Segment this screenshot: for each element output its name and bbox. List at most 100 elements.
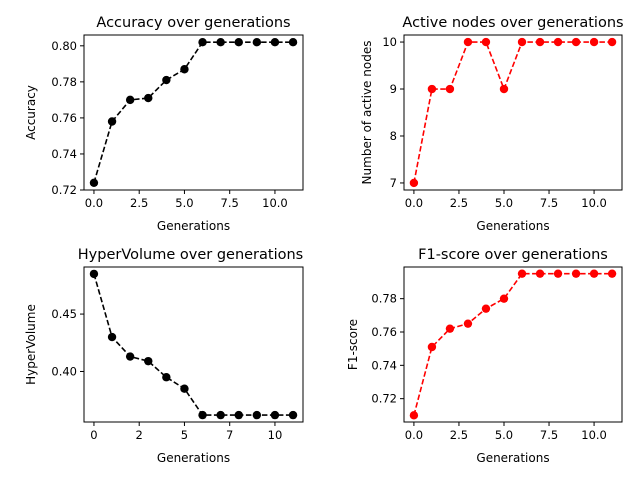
chart-title: Active nodes over generations (402, 15, 623, 31)
chart-panel-f1-score: F1-score over generations Generations F1… (346, 247, 623, 465)
data-point (252, 410, 262, 420)
data-series (89, 269, 298, 420)
x-tick-label: 5.0 (495, 428, 513, 442)
x-axis-ticks: 0.0 2.5 5.0 7.5 10.0 (405, 190, 607, 210)
x-tick-label: 10.0 (262, 196, 288, 210)
x-tick-label: 5.0 (175, 196, 193, 210)
y-tick-label: 0.45 (51, 307, 77, 321)
data-point (553, 269, 563, 278)
x-tick-label: 0.0 (85, 196, 103, 210)
data-point (252, 38, 262, 47)
data-point (409, 178, 419, 188)
data-point (445, 324, 455, 333)
plot-frame (403, 34, 623, 191)
data-point (180, 384, 189, 393)
x-axis-ticks: 0.0 2.5 5.0 7.5 10.0 (85, 190, 288, 210)
data-point (553, 37, 563, 47)
data-point (607, 269, 617, 278)
data-point (535, 37, 545, 47)
data-point (288, 38, 298, 47)
data-point (499, 84, 509, 94)
y-axis-ticks: 7 8 9 10 (382, 35, 404, 190)
data-point (162, 75, 171, 85)
y-axis-label: Accuracy (24, 85, 38, 140)
x-tick-label: 0.0 (405, 428, 423, 442)
data-point (499, 294, 509, 303)
y-tick-label: 0.76 (371, 325, 397, 339)
data-point (535, 269, 545, 278)
data-point (144, 356, 153, 366)
series-line (93, 41, 294, 184)
y-axis-label: HyperVolume (24, 304, 38, 385)
y-tick-label: 0.78 (51, 75, 77, 89)
y-tick-label: 0.74 (371, 358, 397, 372)
data-series (409, 37, 617, 188)
data-point (234, 410, 243, 420)
y-tick-label: 0.72 (51, 183, 77, 197)
y-tick-label: 8 (390, 129, 397, 143)
y-tick-label: 10 (382, 35, 397, 49)
chart-panel-active-nodes: Active nodes over generations Generation… (360, 15, 624, 233)
data-point (409, 411, 419, 420)
x-tick-label: 10 (268, 428, 283, 442)
chart-panel-accuracy: Accuracy over generations Generations Ac… (24, 15, 304, 233)
data-point (125, 352, 135, 361)
plot-frame (83, 266, 304, 423)
y-axis-ticks: 0.72 0.74 0.76 0.78 0.80 (51, 39, 84, 197)
data-point (571, 269, 581, 278)
y-axis-ticks: 0.72 0.74 0.76 0.78 (371, 292, 404, 406)
y-axis-label: Number of active nodes (360, 41, 374, 185)
data-point (607, 37, 617, 47)
data-point (463, 37, 473, 47)
data-point (481, 304, 491, 313)
chart-title: Accuracy over generations (96, 15, 290, 31)
plot-frame (83, 34, 304, 191)
data-series (409, 269, 617, 420)
chart-panel-hypervolume: HyperVolume over generations Generations… (24, 247, 304, 465)
data-point (107, 117, 117, 126)
y-axis-ticks: 0.40 0.45 (51, 307, 84, 378)
x-axis-label: Generations (476, 219, 549, 233)
data-point (89, 178, 99, 187)
data-point (180, 65, 189, 74)
y-tick-label: 0.72 (371, 392, 397, 406)
x-tick-label: 5.0 (495, 196, 513, 210)
y-axis-label: F1-score (346, 319, 360, 370)
plot-frame (403, 266, 623, 423)
data-point (571, 37, 581, 47)
x-tick-label: 0.0 (405, 196, 423, 210)
data-point (234, 38, 243, 47)
data-point (107, 332, 117, 342)
chart-title: F1-score over generations (418, 247, 608, 263)
y-tick-label: 0.78 (371, 292, 397, 306)
data-point (445, 84, 455, 94)
chart-title: HyperVolume over generations (78, 247, 303, 263)
data-point (427, 84, 437, 94)
x-tick-label: 7 (226, 428, 233, 442)
x-axis-ticks: 0.0 2.5 5.0 7.5 10.0 (405, 422, 607, 442)
x-tick-label: 10.0 (581, 196, 607, 210)
data-point (198, 38, 207, 47)
x-tick-label: 7.5 (221, 196, 239, 210)
data-point (589, 269, 599, 278)
data-point (481, 37, 491, 47)
data-point (427, 342, 437, 352)
series-line (93, 273, 294, 416)
series-line (413, 272, 613, 416)
data-point (270, 38, 280, 47)
x-tick-label: 2.5 (450, 196, 468, 210)
data-point (517, 37, 527, 47)
data-point (463, 319, 473, 328)
x-tick-label: 5 (181, 428, 188, 442)
y-tick-label: 0.76 (51, 111, 77, 125)
data-point (144, 93, 153, 103)
data-point (216, 38, 225, 47)
y-tick-label: 9 (390, 82, 397, 96)
data-point (216, 410, 225, 420)
data-point (125, 95, 135, 105)
data-point (198, 410, 207, 420)
x-axis-label: Generations (476, 451, 549, 465)
data-series (89, 38, 298, 187)
x-tick-label: 2 (136, 428, 143, 442)
